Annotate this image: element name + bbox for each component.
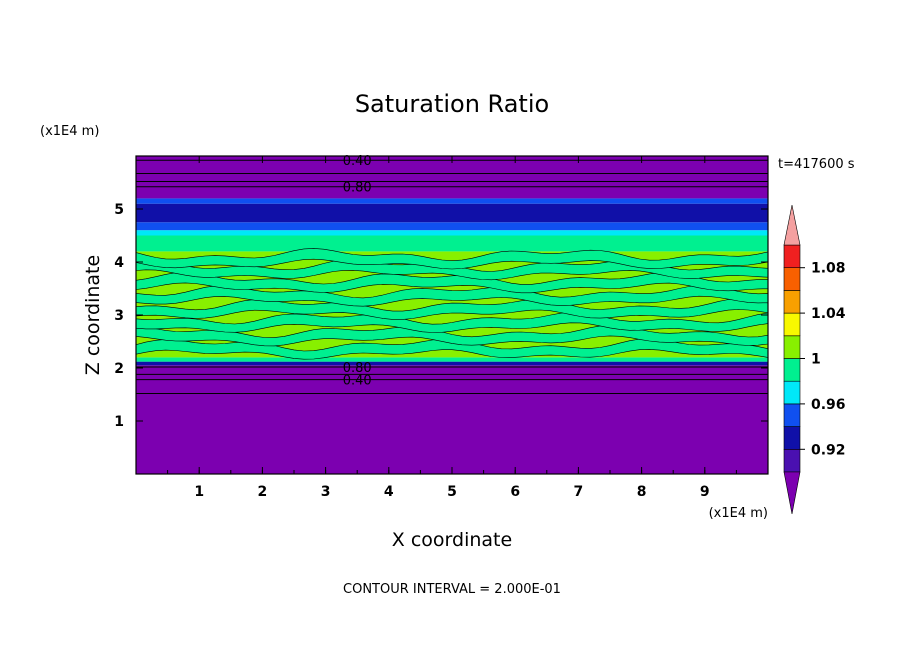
contour-band-4: [136, 285, 768, 307]
field-layer-9: [136, 156, 768, 199]
field-layer-8: [136, 198, 768, 204]
colorbar-swatch-0: [783, 448, 801, 473]
colorbar-swatch-8: [783, 267, 801, 291]
y-tick-label-4: 5: [114, 202, 124, 218]
contour-band-5: [136, 271, 768, 294]
contour-label-3: 0.40: [343, 374, 372, 389]
x-tick-label-1: 2: [258, 484, 268, 500]
contour-band-7: [136, 248, 768, 270]
x-unit-label: (x1E4 m): [709, 506, 768, 521]
colorbar-label-2: 1: [811, 352, 821, 368]
y-tick-label-0: 1: [114, 414, 124, 430]
time-label: t=417600 s: [778, 157, 855, 172]
field-layer-5: [136, 230, 768, 236]
y-tick-label-1: 2: [114, 361, 124, 377]
contour-label-2: 0.80: [343, 361, 372, 376]
colorbar-over-arrow: [783, 204, 801, 246]
contour-band-1: [136, 324, 768, 347]
footer-contour-interval: CONTOUR INTERVAL = 2.000E-01: [343, 582, 561, 597]
colorbar-swatch-7: [783, 290, 801, 314]
field-layer-0: [136, 365, 768, 474]
field-layer-4: [136, 235, 768, 252]
colorbar-swatch-5: [783, 335, 801, 359]
contour-band-0: [136, 338, 768, 360]
colorbar-swatch-6: [783, 312, 801, 337]
colorbar-swatch-4: [783, 358, 801, 382]
chart-title: Saturation Ratio: [355, 90, 549, 118]
x-tick-label-8: 9: [700, 484, 710, 500]
colorbar-under-arrow: [783, 471, 801, 515]
x-tick-label-2: 3: [321, 484, 331, 500]
y-tick-label-2: 3: [114, 308, 124, 324]
contour-label-1: 0.80: [343, 181, 372, 196]
x-tick-label-5: 6: [510, 484, 520, 500]
plot-area: [136, 156, 768, 474]
y-axis-title: Z coordinate: [82, 255, 104, 375]
colorbar-swatch-3: [783, 380, 801, 405]
contour-label-0: 0.40: [343, 154, 372, 169]
colorbar-label-0: 1.08: [811, 261, 846, 277]
colorbar-label-4: 0.92: [811, 442, 846, 458]
colorbar-swatch-1: [783, 426, 801, 450]
colorbar-label-3: 0.96: [811, 397, 846, 413]
x-tick-label-7: 8: [637, 484, 647, 500]
field-layer-2: [136, 357, 768, 362]
colorbar-swatch-2: [783, 403, 801, 427]
field-layer-7: [136, 203, 768, 223]
field-layer-6: [136, 222, 768, 231]
x-tick-label-3: 4: [384, 484, 394, 500]
colorbar-swatch-9: [783, 244, 801, 269]
contour-band-2: [136, 311, 768, 333]
x-axis-title: X coordinate: [392, 529, 512, 551]
x-tick-label-6: 7: [574, 484, 584, 500]
y-unit-label: (x1E4 m): [40, 124, 99, 139]
colorbar: 1.08 1.04 1 0.96 0.92: [783, 204, 846, 515]
x-tick-label-4: 5: [447, 484, 457, 500]
x-tick-label-0: 1: [194, 484, 204, 500]
colorbar-label-1: 1.04: [811, 306, 846, 322]
y-tick-label-3: 4: [114, 255, 124, 271]
field-layer-1: [136, 361, 768, 366]
